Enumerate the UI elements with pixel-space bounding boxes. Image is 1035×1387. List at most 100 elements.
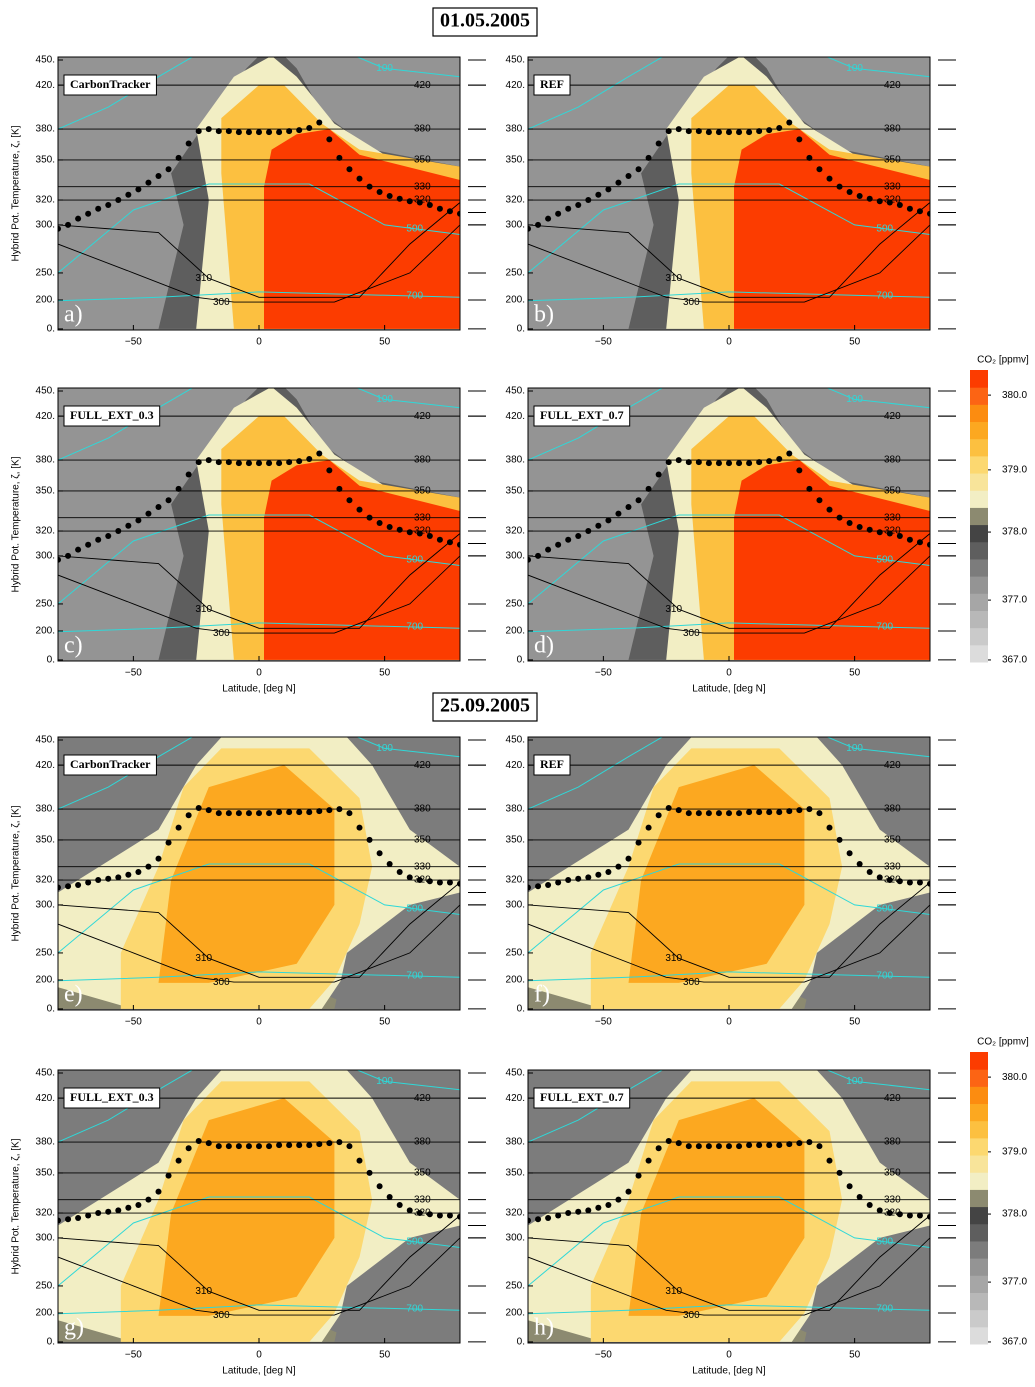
- tropopause-point: [396, 1202, 403, 1209]
- isentrope-label: 310: [665, 953, 682, 964]
- tropopause-point: [406, 1207, 413, 1214]
- isobar-label: 700: [406, 290, 423, 301]
- tropopause-point: [595, 191, 602, 198]
- tropopause-point: [346, 810, 353, 817]
- colorbar-swatch: [970, 370, 988, 388]
- tropopause-point: [235, 1143, 242, 1150]
- tropopause-point: [565, 205, 572, 212]
- tropopause-point: [85, 541, 92, 548]
- tropopause-point: [726, 460, 732, 467]
- colorbar-swatch: [970, 524, 988, 543]
- isobar-line: [826, 737, 930, 758]
- tropopause-point: [846, 520, 853, 527]
- tropopause-point: [826, 506, 833, 513]
- tropopause-point: [75, 215, 82, 222]
- x-axis-label: Latitude, [deg N]: [222, 1366, 296, 1377]
- isentrope-line: [528, 224, 930, 303]
- tropopause-point: [826, 175, 833, 182]
- isentrope-label: 350: [414, 486, 431, 497]
- tropopause-point: [655, 1145, 662, 1152]
- tropopause-point: [356, 1157, 363, 1164]
- x-tick-label: −50: [595, 1350, 612, 1361]
- colorbar-swatch: [970, 1172, 988, 1190]
- isobar-label: 100: [376, 394, 393, 405]
- tropopause-point: [145, 510, 152, 517]
- tropopause-point: [225, 1143, 232, 1150]
- x-tick-label: 50: [379, 1017, 391, 1028]
- tropopause-point: [316, 1141, 323, 1148]
- tropopause-point: [555, 1212, 562, 1219]
- tropopause-point: [736, 460, 743, 467]
- tropopause-point: [256, 460, 262, 467]
- field-region: [804, 1225, 930, 1342]
- isobar-line: [528, 971, 930, 982]
- y-tick-label: 200.: [36, 295, 55, 306]
- tropopause-point: [695, 810, 702, 817]
- isobar-line: [356, 388, 460, 409]
- tropopause-point: [705, 460, 712, 467]
- colorbar-tick-label: 378.0: [1002, 1209, 1027, 1220]
- tropopause-point: [446, 208, 453, 215]
- colorbar-swatch: [970, 1326, 988, 1345]
- tropopause-point: [836, 1169, 843, 1176]
- isentrope-label: 380: [884, 124, 901, 135]
- tropopause-point: [695, 128, 702, 135]
- tropopause-point: [376, 520, 383, 527]
- y-tick-label: 420.: [506, 1093, 525, 1104]
- tropopause-point: [266, 460, 273, 467]
- tropopause-point: [528, 556, 531, 563]
- tropopause-point: [296, 809, 303, 816]
- isobar-label: 500: [876, 903, 893, 914]
- tropopause-point: [535, 1216, 542, 1223]
- tropopause-point: [396, 526, 403, 533]
- tropopause-point: [416, 199, 423, 206]
- tropopause-point: [155, 503, 162, 510]
- y-tick-label: 0.: [517, 1004, 525, 1015]
- tropopause-point: [625, 172, 632, 179]
- isobar-label: 700: [876, 970, 893, 981]
- tropopause-point: [346, 1143, 353, 1150]
- isentrope-label: 380: [414, 124, 431, 135]
- y-tick-label: 250.: [506, 599, 525, 610]
- tropopause-point: [105, 533, 112, 540]
- panel-name-box: [63, 74, 157, 96]
- tropopause-point: [776, 809, 783, 816]
- tropopause-point: [95, 1210, 102, 1217]
- y-tick-label: 0.: [47, 655, 55, 666]
- x-tick-label: −50: [595, 1017, 612, 1028]
- tropopause-point: [416, 530, 423, 537]
- tropopause-point: [436, 879, 443, 886]
- tropopause-point: [356, 824, 363, 831]
- tropopause-point: [306, 1142, 313, 1149]
- colorbar-tick-label: 367.0: [1002, 655, 1027, 666]
- tropopause-point: [346, 166, 353, 173]
- y-tick-label: 380.: [36, 1137, 55, 1148]
- tropopause-point: [286, 809, 293, 816]
- tropopause-point: [906, 205, 913, 212]
- isobar-label: 700: [876, 621, 893, 632]
- isobar-line: [356, 737, 460, 758]
- tropopause-point: [185, 812, 192, 819]
- y-tick-label: 450.: [36, 386, 55, 397]
- isobar-line: [528, 737, 664, 810]
- isentrope-label: 320: [414, 526, 431, 537]
- isobar-line: [826, 388, 930, 409]
- tropopause-point: [205, 457, 212, 464]
- isentrope-label: 320: [884, 526, 901, 537]
- isentrope-label: 330: [884, 1194, 901, 1205]
- tropopause-point: [535, 221, 542, 228]
- x-tick-label: 50: [849, 668, 861, 679]
- tropopause-point: [916, 539, 923, 546]
- tropopause-point: [836, 183, 843, 190]
- tropopause-point: [175, 1157, 182, 1164]
- isentrope-label: 330: [414, 861, 431, 872]
- tropopause-point: [235, 129, 242, 136]
- tropopause-point: [796, 467, 803, 474]
- tropopause-point: [575, 875, 582, 882]
- tropopause-point: [705, 129, 712, 136]
- y-tick-label: 350.: [506, 486, 525, 497]
- tropopause-point: [786, 1141, 793, 1148]
- tropopause-point: [856, 524, 863, 531]
